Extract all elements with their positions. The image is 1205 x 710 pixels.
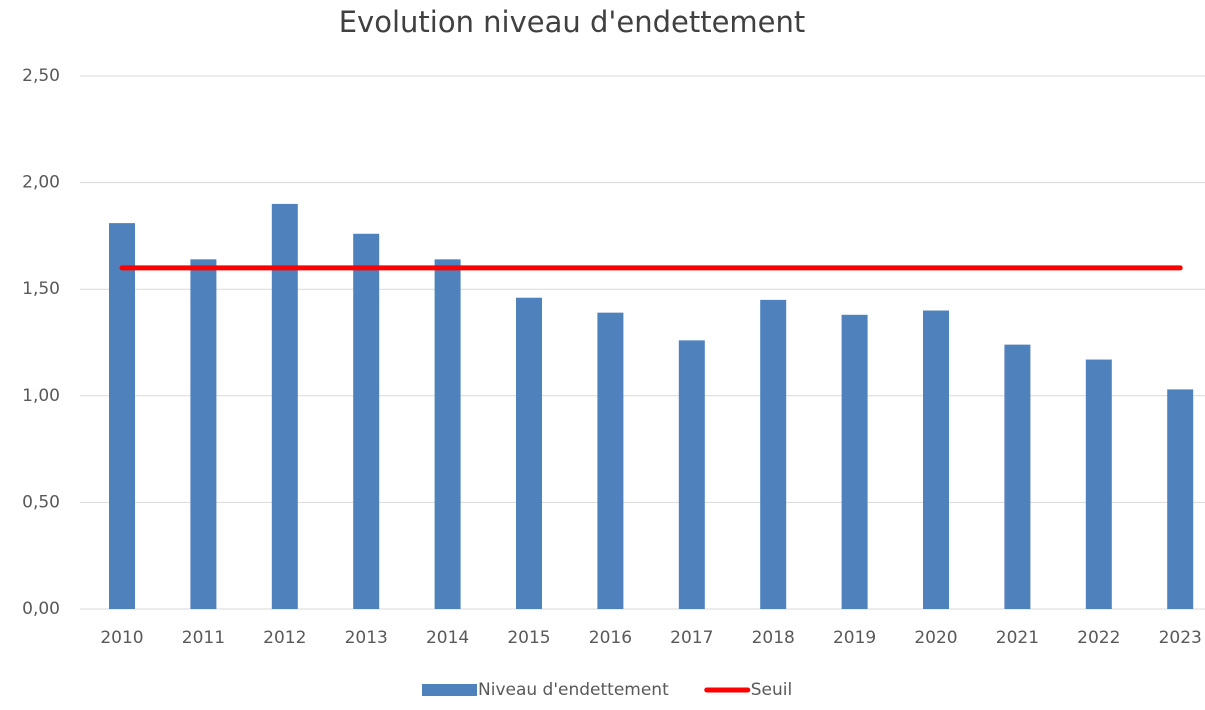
x-tick-label: 2018 <box>752 628 795 648</box>
y-tick-label: 2,00 <box>22 173 60 193</box>
y-tick-label: 1,00 <box>22 386 60 406</box>
x-tick-label: 2019 <box>833 628 876 648</box>
x-tick-label: 2012 <box>263 628 306 648</box>
x-tick-label: 2013 <box>345 628 388 648</box>
bar <box>923 310 949 609</box>
y-tick-label: 2,50 <box>22 66 60 86</box>
bar <box>1085 359 1112 609</box>
y-tick-label: 0,50 <box>22 492 60 512</box>
bar <box>841 314 868 609</box>
bar <box>516 297 542 609</box>
legend-swatch <box>422 684 477 696</box>
y-tick-label: 1,50 <box>22 279 60 299</box>
x-tick-label: 2014 <box>426 628 469 648</box>
x-tick-label: 2010 <box>100 628 143 648</box>
bar <box>353 233 380 609</box>
x-tick-label: 2017 <box>670 628 713 648</box>
x-tick-label: 2021 <box>996 628 1039 648</box>
y-tick-label: 0,00 <box>22 599 60 619</box>
x-tick-label: 2016 <box>589 628 632 648</box>
x-tick-label: 2015 <box>507 628 550 648</box>
legend-label: Niveau d'endettement <box>478 680 669 700</box>
legend-label: Seuil <box>751 680 792 700</box>
bar <box>678 340 705 609</box>
bar <box>271 203 298 610</box>
bar <box>1004 344 1031 609</box>
x-tick-label: 2022 <box>1077 628 1120 648</box>
bar <box>597 312 624 609</box>
bar <box>760 299 787 609</box>
x-tick-label: 2020 <box>914 628 957 648</box>
bar <box>1167 389 1194 609</box>
bar <box>190 259 217 609</box>
bar <box>109 223 135 609</box>
x-tick-label: 2011 <box>182 628 225 648</box>
chart-title: Evolution niveau d'endettement <box>339 5 806 39</box>
x-tick-label: 2023 <box>1159 628 1202 648</box>
bar <box>434 259 461 609</box>
